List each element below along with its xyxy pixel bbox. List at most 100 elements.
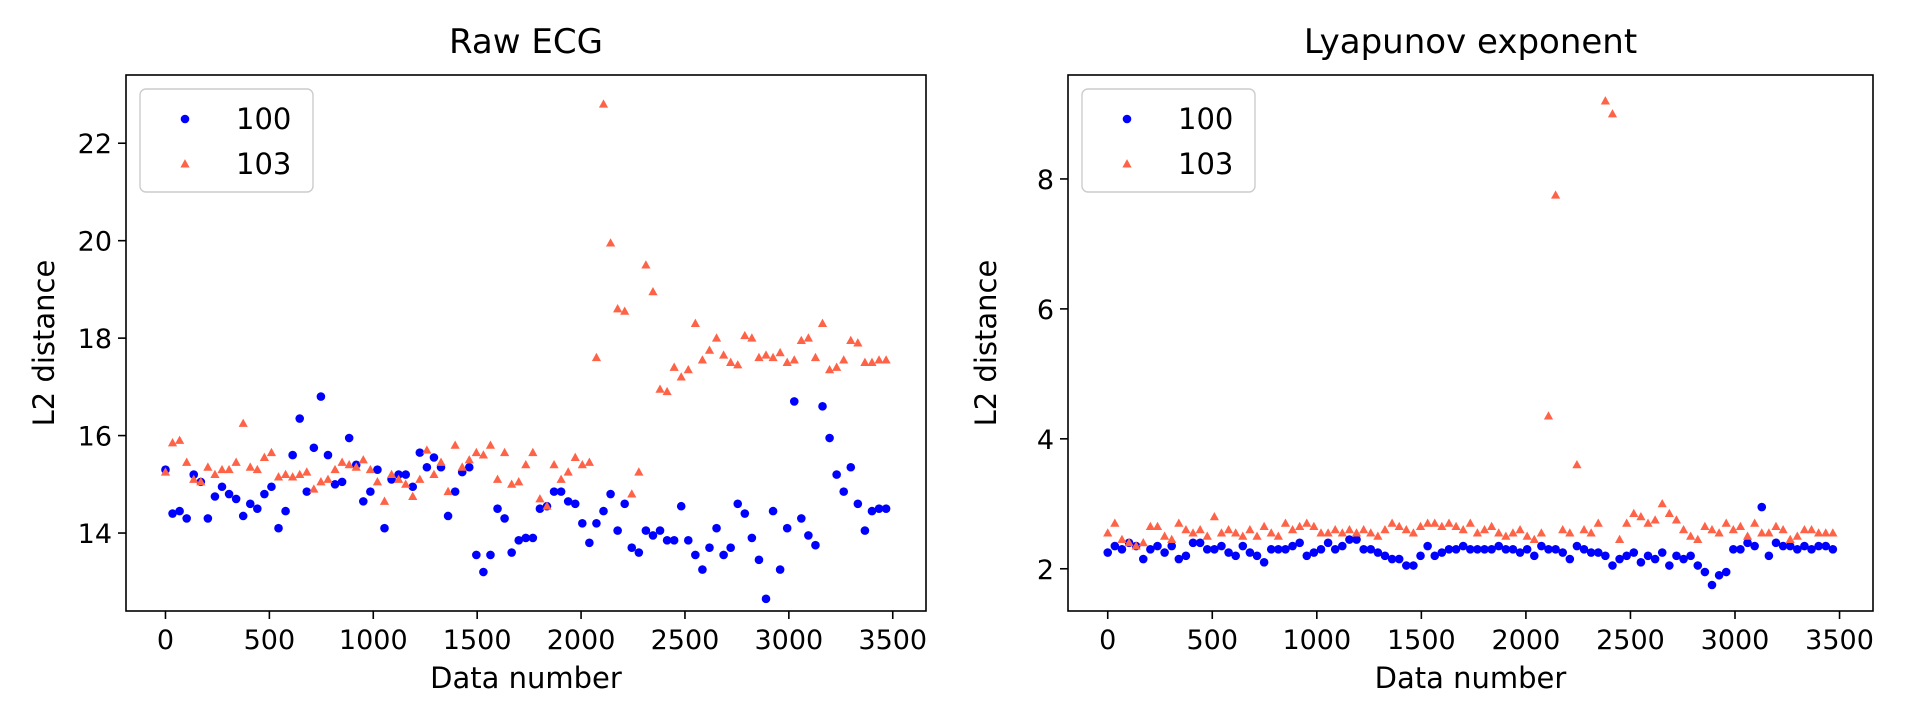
data-point xyxy=(634,467,644,476)
data-point xyxy=(1636,511,1646,521)
data-point xyxy=(351,462,361,471)
data-point xyxy=(1188,528,1198,537)
data-point xyxy=(1721,518,1731,527)
data-point xyxy=(1757,502,1767,512)
data-point xyxy=(535,504,545,513)
data-point xyxy=(556,474,566,483)
data-point xyxy=(711,333,722,342)
data-point xyxy=(1558,548,1568,557)
data-point xyxy=(613,304,623,313)
data-point xyxy=(1607,109,1618,118)
data-point xyxy=(796,335,806,345)
data-point xyxy=(1408,528,1419,537)
data-point xyxy=(691,550,700,560)
data-point xyxy=(719,550,728,560)
data-point xyxy=(605,238,616,247)
data-point xyxy=(1309,521,1319,530)
data-point xyxy=(853,499,863,509)
data-point xyxy=(1622,551,1631,561)
data-point xyxy=(1295,538,1304,548)
data-point xyxy=(669,362,679,371)
data-point xyxy=(379,496,390,505)
data-point xyxy=(1515,548,1525,557)
data-point xyxy=(408,482,418,492)
x-tick-label: 1500 xyxy=(443,625,512,656)
data-point xyxy=(797,514,806,523)
series-100 xyxy=(1103,502,1838,590)
data-point xyxy=(620,499,630,509)
data-point xyxy=(634,548,644,557)
data-point xyxy=(1330,524,1340,534)
legend-marker-103 xyxy=(180,159,190,168)
data-point xyxy=(330,480,340,489)
data-point xyxy=(1224,548,1233,557)
data-point xyxy=(1657,498,1667,508)
data-point xyxy=(1793,544,1802,554)
data-point xyxy=(302,467,312,476)
data-point xyxy=(309,443,319,453)
data-point xyxy=(316,477,326,486)
data-point xyxy=(1394,521,1404,530)
data-point xyxy=(563,467,573,476)
data-point xyxy=(1650,554,1660,564)
data-point xyxy=(1316,528,1326,537)
data-point xyxy=(1387,518,1397,527)
data-point xyxy=(874,504,884,513)
data-point xyxy=(768,506,778,516)
data-point xyxy=(1501,544,1511,554)
data-point xyxy=(224,489,234,499)
data-point xyxy=(676,372,686,381)
data-point xyxy=(429,469,439,479)
data-point xyxy=(549,487,559,496)
data-point xyxy=(1551,190,1561,199)
data-point xyxy=(1494,541,1504,551)
data-point xyxy=(1693,561,1703,570)
data-point xyxy=(1700,567,1710,577)
data-point xyxy=(1259,557,1269,567)
data-point xyxy=(1351,528,1362,537)
data-point xyxy=(1238,541,1248,551)
data-point xyxy=(1309,548,1319,557)
data-point xyxy=(1437,521,1447,530)
data-point xyxy=(521,533,531,543)
data-point xyxy=(492,474,503,483)
y-tick-label: 16 xyxy=(78,422,112,453)
data-point xyxy=(386,469,397,479)
data-point xyxy=(486,550,495,560)
x-tick-label: 3500 xyxy=(1805,625,1874,656)
data-point xyxy=(761,594,771,604)
data-point xyxy=(217,464,227,474)
data-point xyxy=(478,450,489,459)
data-point xyxy=(365,464,375,474)
data-point xyxy=(1345,535,1354,544)
data-point xyxy=(1153,541,1162,551)
data-point xyxy=(1643,518,1653,527)
data-point xyxy=(1678,524,1689,534)
data-point xyxy=(1764,528,1774,537)
data-point xyxy=(1814,541,1823,551)
data-point xyxy=(189,470,199,479)
data-point xyxy=(1529,551,1539,561)
data-point xyxy=(1231,551,1240,561)
x-tick-label: 0 xyxy=(157,625,174,656)
data-point xyxy=(507,548,516,557)
data-point xyxy=(160,467,171,476)
data-point xyxy=(1522,531,1532,540)
data-point xyxy=(1338,541,1347,551)
data-point xyxy=(253,504,262,513)
x-tick-label: 500 xyxy=(244,625,296,656)
data-point xyxy=(1650,515,1660,524)
data-point xyxy=(740,509,750,518)
data-point xyxy=(1707,580,1717,590)
data-point xyxy=(408,491,418,500)
data-point xyxy=(1458,524,1468,534)
data-point xyxy=(1629,508,1639,517)
data-point xyxy=(443,511,453,521)
data-point xyxy=(182,514,191,523)
data-point xyxy=(1615,554,1624,564)
data-point xyxy=(1202,544,1212,554)
data-point xyxy=(662,536,672,545)
data-point xyxy=(493,504,502,513)
